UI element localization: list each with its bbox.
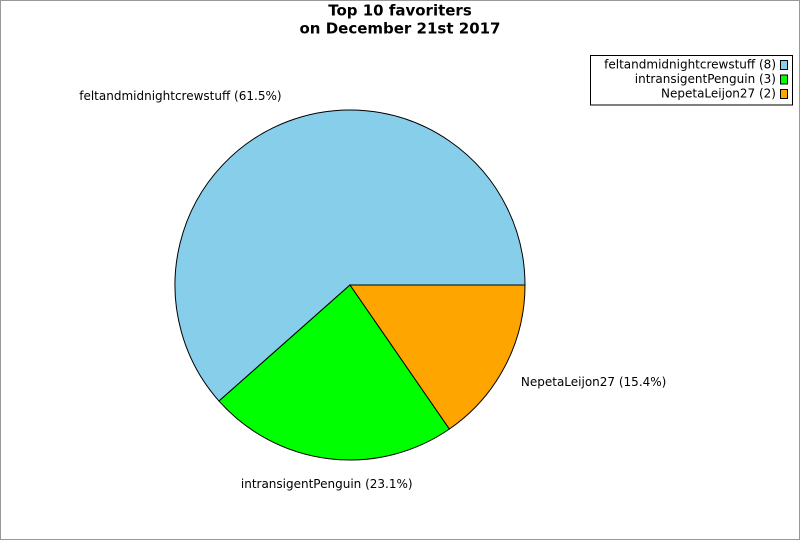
pie-slice	[218, 284, 451, 461]
slice-label: intransigentPenguin (23.1%)	[241, 477, 413, 491]
legend-label: intransigentPenguin (3)	[635, 72, 776, 86]
pie-slice	[349, 284, 526, 430]
legend-swatch	[780, 89, 788, 99]
legend-box	[590, 55, 793, 106]
chart-title: Top 10 favoriters	[328, 2, 472, 20]
pie-slice	[174, 109, 526, 402]
legend-label: NepetaLeijon27 (2)	[661, 87, 776, 101]
slice-label: NepetaLeijon27 (15.4%)	[521, 375, 666, 389]
legend-label: feltandmidnightcrewstuff (8)	[604, 58, 776, 72]
chart-subtitle: on December 21st 2017	[300, 20, 501, 38]
legend-swatch	[780, 60, 788, 70]
legend-swatch	[780, 74, 788, 85]
slice-label: feltandmidnightcrewstuff (61.5%)	[79, 89, 281, 103]
